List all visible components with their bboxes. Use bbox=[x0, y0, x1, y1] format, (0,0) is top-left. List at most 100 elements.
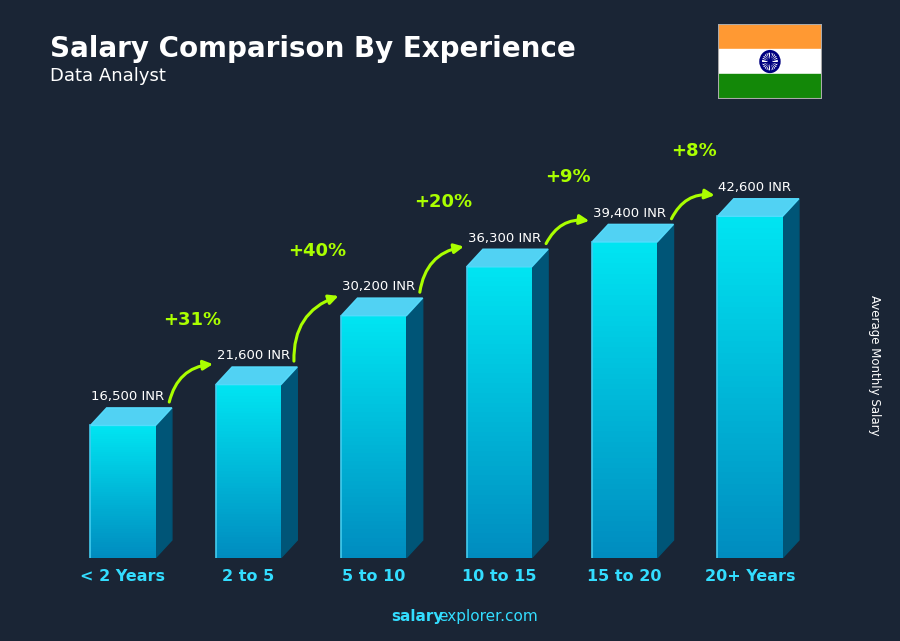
Bar bbox=[592, 337, 657, 342]
Bar bbox=[717, 273, 783, 279]
Bar bbox=[216, 402, 281, 405]
Bar bbox=[216, 468, 281, 471]
Circle shape bbox=[769, 60, 771, 63]
Bar bbox=[592, 410, 657, 415]
Bar bbox=[466, 296, 532, 301]
Bar bbox=[90, 445, 156, 447]
Bar bbox=[466, 301, 532, 306]
Bar bbox=[341, 424, 407, 429]
Bar bbox=[341, 465, 407, 469]
Bar bbox=[341, 485, 407, 489]
Bar bbox=[216, 512, 281, 514]
Bar bbox=[466, 320, 532, 325]
Bar bbox=[90, 501, 156, 503]
Bar bbox=[341, 384, 407, 388]
Bar bbox=[341, 348, 407, 352]
Bar bbox=[466, 335, 532, 340]
Bar bbox=[592, 326, 657, 331]
Bar bbox=[466, 374, 532, 378]
Bar bbox=[341, 413, 407, 417]
Bar bbox=[466, 330, 532, 335]
Bar bbox=[341, 445, 407, 449]
Bar bbox=[216, 408, 281, 410]
Bar bbox=[90, 435, 156, 437]
Bar bbox=[592, 384, 657, 389]
Bar bbox=[717, 506, 783, 512]
Bar bbox=[717, 222, 783, 228]
Bar bbox=[592, 274, 657, 279]
Bar bbox=[717, 376, 783, 381]
Text: Salary Comparison By Experience: Salary Comparison By Experience bbox=[50, 35, 575, 63]
Bar bbox=[216, 517, 281, 520]
Bar bbox=[717, 319, 783, 324]
Bar bbox=[341, 509, 407, 513]
Bar bbox=[717, 302, 783, 308]
Bar bbox=[90, 492, 156, 494]
Bar bbox=[341, 332, 407, 336]
Bar bbox=[717, 421, 783, 427]
Bar bbox=[717, 370, 783, 376]
Bar bbox=[466, 388, 532, 393]
Bar bbox=[466, 408, 532, 412]
Bar bbox=[466, 340, 532, 344]
Bar bbox=[216, 419, 281, 422]
Bar bbox=[717, 393, 783, 398]
Bar bbox=[466, 344, 532, 349]
Bar bbox=[592, 300, 657, 305]
Bar bbox=[466, 548, 532, 553]
Bar bbox=[466, 533, 532, 538]
Bar bbox=[592, 289, 657, 295]
Polygon shape bbox=[592, 224, 673, 242]
Polygon shape bbox=[281, 367, 297, 558]
Bar bbox=[466, 490, 532, 495]
Bar bbox=[341, 493, 407, 497]
Bar bbox=[466, 431, 532, 437]
Bar bbox=[216, 494, 281, 497]
Bar bbox=[216, 514, 281, 517]
Bar bbox=[341, 517, 407, 521]
Bar bbox=[216, 529, 281, 532]
Bar bbox=[718, 24, 822, 49]
Bar bbox=[466, 441, 532, 446]
Bar bbox=[717, 381, 783, 387]
Bar bbox=[466, 465, 532, 470]
Bar bbox=[341, 420, 407, 424]
Bar bbox=[216, 483, 281, 486]
Text: explorer.com: explorer.com bbox=[438, 609, 538, 624]
Bar bbox=[717, 262, 783, 267]
Bar bbox=[90, 469, 156, 472]
Bar bbox=[592, 305, 657, 310]
Bar bbox=[90, 527, 156, 529]
Bar bbox=[718, 74, 822, 99]
Bar bbox=[216, 523, 281, 526]
Bar bbox=[90, 505, 156, 507]
Bar bbox=[466, 437, 532, 441]
Bar bbox=[341, 501, 407, 505]
Bar bbox=[717, 461, 783, 467]
Bar bbox=[466, 315, 532, 320]
Bar bbox=[216, 410, 281, 413]
Text: +8%: +8% bbox=[671, 142, 716, 160]
Bar bbox=[717, 347, 783, 353]
Bar bbox=[216, 433, 281, 437]
Polygon shape bbox=[407, 298, 423, 558]
Bar bbox=[466, 553, 532, 558]
Text: 42,600 INR: 42,600 INR bbox=[718, 181, 791, 194]
Polygon shape bbox=[156, 408, 172, 558]
Bar bbox=[216, 506, 281, 509]
Bar bbox=[592, 315, 657, 321]
Bar bbox=[216, 428, 281, 431]
Bar bbox=[466, 354, 532, 359]
Bar bbox=[592, 500, 657, 505]
Bar bbox=[466, 499, 532, 504]
Bar bbox=[466, 276, 532, 281]
Bar bbox=[592, 447, 657, 453]
Bar bbox=[717, 245, 783, 251]
Bar bbox=[341, 538, 407, 542]
Bar bbox=[216, 437, 281, 440]
Bar bbox=[216, 442, 281, 445]
Bar bbox=[90, 520, 156, 522]
Bar bbox=[466, 378, 532, 383]
Bar bbox=[717, 239, 783, 245]
Bar bbox=[592, 474, 657, 479]
